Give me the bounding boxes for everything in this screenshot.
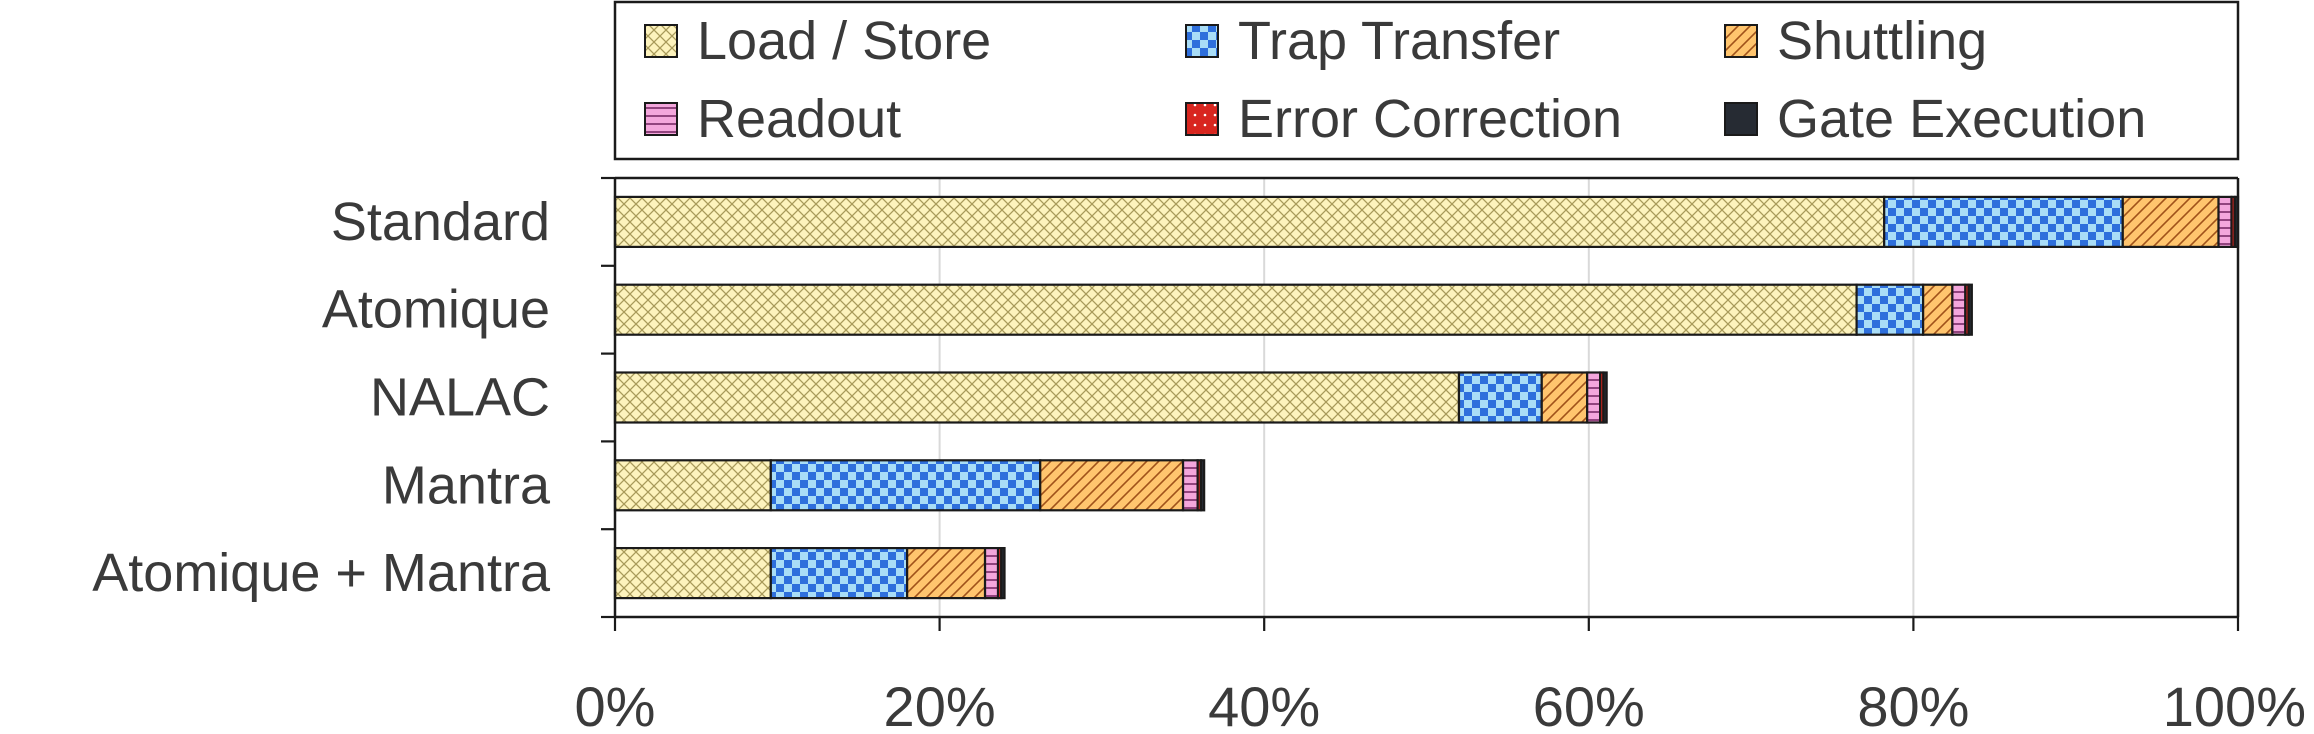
legend-swatch-load-store — [644, 24, 678, 58]
category-label-standard: Standard — [331, 192, 550, 252]
category-label-atomique-mantra: Atomique + Mantra — [92, 543, 551, 603]
bar-mantra-trap-transfer — [769, 459, 1042, 512]
legend-label-trap-transfer: Trap Transfer — [1238, 11, 1560, 71]
category-labels: Standard Atomique NALAC Mantra Atomique + Ma… — [92, 192, 551, 603]
x-tick-labels: 0% 20% 40% 60% 80% 100% — [575, 675, 2306, 734]
bar-atomique-load-store — [613, 283, 1858, 336]
x-tick-label-60: 60% — [1533, 675, 1645, 734]
bar-standard-readout — [2217, 195, 2233, 248]
bar-nalac-shuttling — [1540, 371, 1589, 424]
category-label-atomique: Atomique — [322, 280, 550, 340]
axes — [601, 176, 2240, 631]
bar-standard-load-store — [613, 195, 1886, 248]
legend-swatch-trap-transfer — [1185, 24, 1219, 58]
bar-mantra-shuttling — [1039, 459, 1185, 512]
legend-label-error-correction: Error Correction — [1238, 89, 1622, 149]
legend-swatch-readout — [644, 102, 678, 136]
legend-label-gate-execution: Gate Execution — [1777, 89, 2146, 149]
legend-swatch-gate-execution — [1724, 102, 1758, 136]
bar-atomique-mantra-load-store — [613, 546, 772, 600]
bar-atomique-mantra-shuttling — [906, 546, 987, 600]
legend-box — [613, 0, 2240, 161]
legend-label-load-store: Load / Store — [697, 11, 991, 71]
bar-nalac-gate-execution — [1602, 371, 1608, 424]
category-label-mantra: Mantra — [382, 455, 551, 515]
bar-atomique-mantra-trap-transfer — [769, 546, 909, 600]
bars — [613, 195, 2240, 600]
legend-swatch-shuttling — [1724, 24, 1758, 58]
bar-standard-shuttling — [2121, 195, 2220, 248]
legend: Load / Store Trap Transfer Shuttling Readou… — [613, 0, 2240, 161]
category-label-nalac: NALAC — [370, 368, 550, 428]
bar-mantra-gate-execution — [1199, 459, 1206, 512]
bar-atomique-mantra-readout — [983, 546, 1000, 600]
x-tick-label-20: 20% — [884, 675, 996, 734]
bar-atomique-trap-transfer — [1855, 283, 1925, 336]
bar-mantra-readout — [1181, 459, 1199, 512]
x-tick-label-40: 40% — [1208, 675, 1320, 734]
bar-nalac-trap-transfer — [1457, 371, 1543, 424]
legend-swatch-error-correction — [1185, 102, 1219, 136]
bar-standard-trap-transfer — [1883, 195, 2124, 248]
bar-mantra-load-store — [613, 459, 772, 512]
bar-nalac-readout — [1586, 371, 1602, 424]
x-tick-label-80: 80% — [1857, 675, 1969, 734]
bar-atomique-shuttling — [1922, 283, 1954, 336]
x-tick-label-100: 100% — [2163, 675, 2306, 734]
bar-atomique-readout — [1951, 283, 1967, 336]
bar-atomique-gate-execution — [1967, 283, 1973, 336]
legend-label-readout: Readout — [697, 89, 901, 149]
bar-nalac-load-store — [613, 371, 1461, 424]
x-tick-label-0: 0% — [575, 675, 656, 734]
legend-label-shuttling: Shuttling — [1777, 11, 1987, 71]
bar-atomique-mantra-gate-execution — [1000, 546, 1006, 600]
